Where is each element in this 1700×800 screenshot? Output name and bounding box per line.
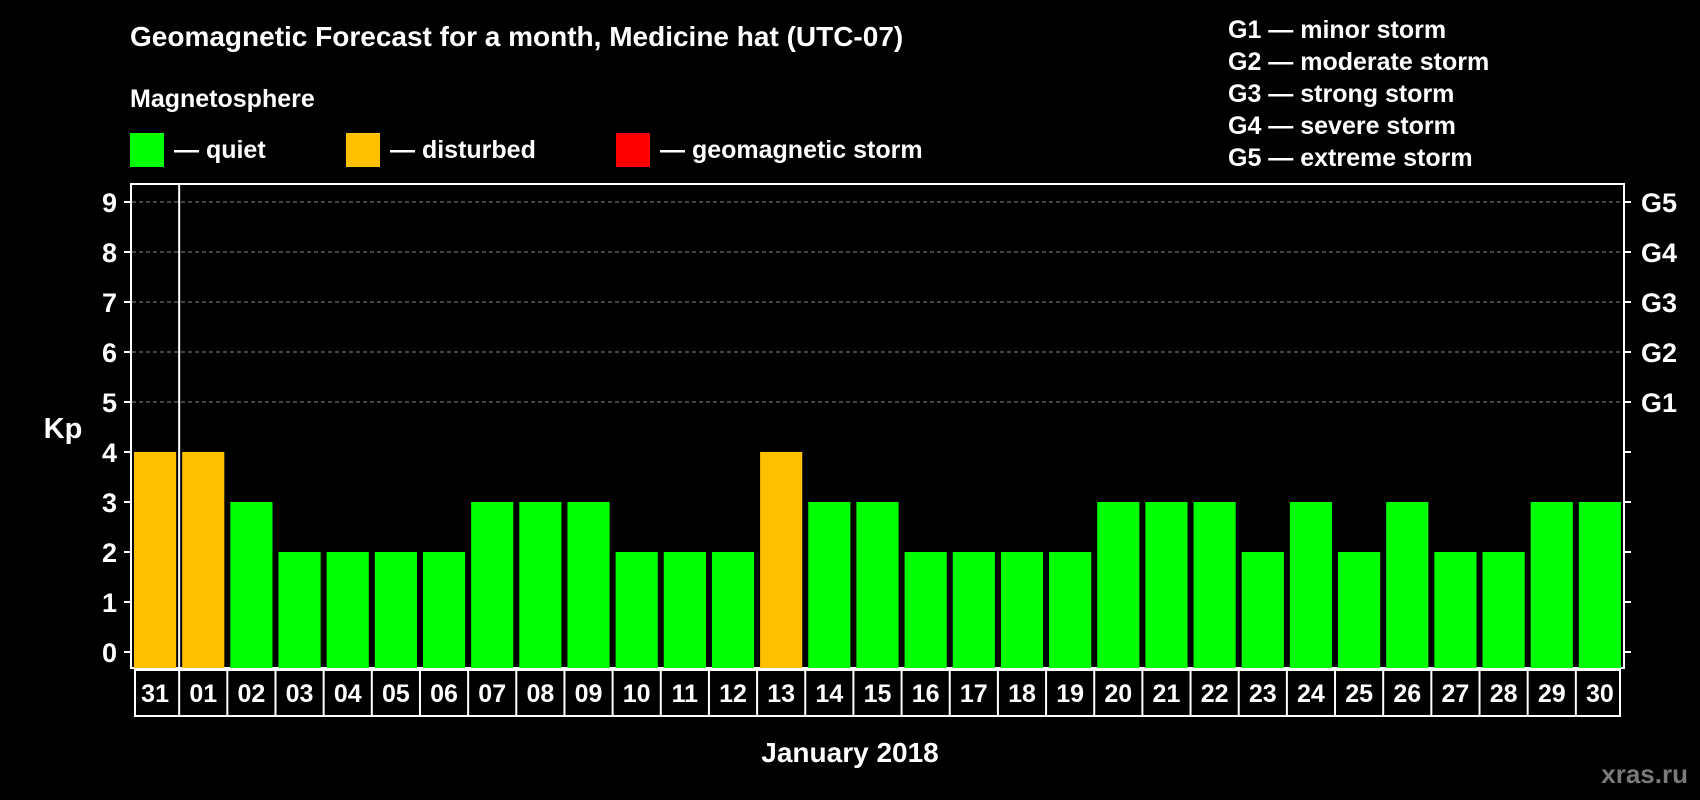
- date-label-18: 18: [1008, 680, 1036, 708]
- y-tick-label-6: 6: [102, 338, 117, 368]
- bar-08: [519, 502, 562, 668]
- y-tick-label-1: 1: [102, 588, 117, 618]
- storm-scale-legend: G1 — minor storm G2 — moderate storm G3 …: [1228, 14, 1489, 174]
- y-tick-label-4: 4: [102, 438, 117, 468]
- legend-quiet: — quiet: [130, 133, 266, 167]
- bar-07: [471, 502, 514, 668]
- legend-quiet-label: — quiet: [174, 135, 266, 164]
- date-label-05: 05: [382, 680, 410, 708]
- storm-scale-g3: G3 — strong storm: [1228, 80, 1455, 108]
- right-axis-label-g1: G1: [1641, 388, 1677, 418]
- y-tick-label-7: 7: [102, 288, 117, 318]
- y-tick-label-8: 8: [102, 238, 117, 268]
- y-axis-title: Kp: [44, 413, 83, 445]
- date-label-08: 08: [526, 680, 554, 708]
- bar-30: [1578, 502, 1621, 668]
- date-label-29: 29: [1538, 680, 1566, 708]
- bar-17: [952, 552, 995, 668]
- date-label-21: 21: [1153, 680, 1181, 708]
- date-label-20: 20: [1104, 680, 1132, 708]
- date-label-25: 25: [1345, 680, 1373, 708]
- bar-23: [1241, 552, 1284, 668]
- date-label-19: 19: [1056, 680, 1084, 708]
- date-label-02: 02: [237, 680, 265, 708]
- legend-storm-label: — geomagnetic storm: [660, 135, 923, 164]
- bar-19: [1049, 552, 1092, 668]
- date-label-23: 23: [1249, 680, 1277, 708]
- date-row-frame: [134, 669, 1621, 717]
- date-label-12: 12: [719, 680, 747, 708]
- y-tick-label-2: 2: [102, 538, 117, 568]
- y-tick-label-9: 9: [102, 188, 117, 218]
- bar-25: [1338, 552, 1381, 668]
- bar-31: [134, 452, 177, 668]
- bar-14: [808, 502, 851, 668]
- legend-disturbed-label: — disturbed: [390, 135, 536, 164]
- date-label-10: 10: [623, 680, 651, 708]
- bar-09: [567, 502, 610, 668]
- storm-scale-g4: G4 — severe storm: [1228, 112, 1456, 140]
- bar-16: [904, 552, 947, 668]
- legend-disturbed-swatch: [346, 133, 380, 167]
- date-label-22: 22: [1201, 680, 1229, 708]
- storm-scale-g1: G1 — minor storm: [1228, 16, 1447, 44]
- date-label-31: 31: [141, 680, 169, 708]
- date-label-27: 27: [1442, 680, 1470, 708]
- right-axis-label-g5: G5: [1641, 188, 1677, 218]
- bar-12: [711, 552, 755, 668]
- bar-29: [1530, 502, 1573, 668]
- legend-storm-swatch: [616, 133, 650, 167]
- right-axis-label-g3: G3: [1641, 288, 1677, 318]
- bar-18: [1000, 552, 1044, 668]
- chart-title: Geomagnetic Forecast for a month, Medici…: [130, 21, 904, 52]
- magnetosphere-label: Magnetosphere: [130, 85, 315, 113]
- date-label-13: 13: [767, 680, 795, 708]
- bar-10: [615, 552, 658, 668]
- bar-26: [1386, 502, 1429, 668]
- right-axis-label-g4: G4: [1641, 238, 1677, 268]
- date-label-01: 01: [189, 680, 217, 708]
- date-label-14: 14: [815, 680, 843, 708]
- date-label-16: 16: [912, 680, 940, 708]
- bar-28: [1482, 552, 1525, 668]
- bar-22: [1193, 502, 1236, 668]
- date-label-04: 04: [334, 680, 362, 708]
- bar-03: [278, 552, 321, 668]
- x-axis-label: January 2018: [761, 737, 939, 768]
- bar-13: [760, 452, 803, 668]
- bar-05: [374, 552, 417, 668]
- bar-11: [663, 552, 706, 668]
- bar-04: [326, 552, 369, 668]
- watermark: xras.ru: [1601, 759, 1688, 789]
- date-label-17: 17: [960, 680, 988, 708]
- bar-06: [422, 552, 466, 668]
- legend-storm: — geomagnetic storm: [616, 133, 923, 167]
- y-tick-label-0: 0: [102, 638, 117, 668]
- legend-disturbed: — disturbed: [346, 133, 536, 167]
- date-label-11: 11: [672, 680, 699, 708]
- date-label-28: 28: [1490, 680, 1518, 708]
- bar-15: [856, 502, 899, 668]
- date-label-06: 06: [430, 680, 458, 708]
- date-label-07: 07: [478, 680, 506, 708]
- bar-01: [182, 452, 225, 668]
- date-label-30: 30: [1586, 680, 1614, 708]
- date-label-03: 03: [286, 680, 314, 708]
- legend-quiet-swatch: [130, 133, 164, 167]
- y-tick-label-5: 5: [102, 388, 117, 418]
- bar-02: [230, 502, 273, 668]
- date-label-24: 24: [1297, 680, 1325, 708]
- y-tick-label-3: 3: [102, 488, 117, 518]
- date-label-26: 26: [1393, 680, 1421, 708]
- date-label-09: 09: [575, 680, 603, 708]
- bar-27: [1434, 552, 1477, 668]
- storm-scale-g5: G5 — extreme storm: [1228, 144, 1473, 172]
- storm-scale-g2: G2 — moderate storm: [1228, 48, 1490, 76]
- bar-21: [1145, 502, 1188, 668]
- bar-24: [1289, 502, 1333, 668]
- right-axis-label-g2: G2: [1641, 338, 1677, 368]
- date-label-15: 15: [864, 680, 892, 708]
- bar-20: [1097, 502, 1140, 668]
